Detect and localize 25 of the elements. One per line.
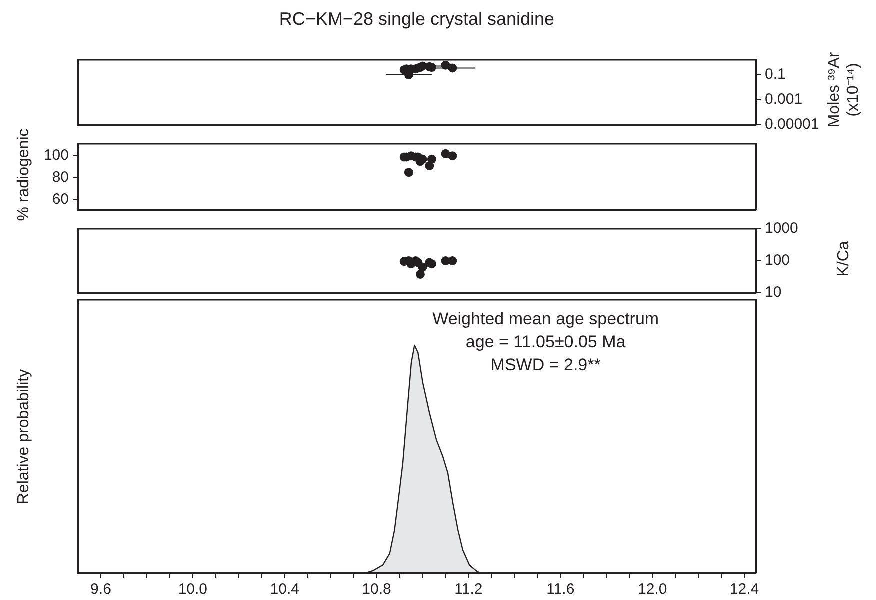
y-axis-title: % radiogenic — [14, 127, 34, 223]
x-tick-label: 12.4 — [730, 581, 760, 598]
chart-title: RC−KM−28 single crystal sanidine — [278, 9, 556, 30]
y-axis-title: Relative probability — [14, 368, 34, 506]
y2-tick-label: 100 — [765, 252, 790, 270]
x-tick-label: 10.0 — [178, 581, 208, 598]
y2-axis-title: Moles ³⁹Ar (x10⁻¹⁴) — [825, 51, 863, 130]
x-tick-label: 12.0 — [638, 581, 668, 598]
y-tick-label: 100 — [44, 147, 69, 164]
annotation: age = 11.05±0.05 Ma — [466, 332, 626, 352]
y2-tick-label: 0.1 — [765, 66, 786, 84]
text: Weighted mean age spectrum — [432, 310, 660, 329]
annotation: MSWD = 2.9** — [490, 356, 602, 375]
y-tick-label: 60 — [52, 191, 69, 208]
x-tick-label: 10.4 — [270, 581, 300, 598]
y2-tick-label: 10 — [765, 284, 782, 302]
y2-tick-label: 0.001 — [765, 91, 803, 108]
y2-tick-label: 1000 — [765, 220, 798, 238]
y2-tick-label: 0.00001 — [765, 116, 820, 134]
y-tick-label: 80 — [52, 169, 69, 186]
x-tick-label: 11.6 — [546, 581, 575, 598]
x-tick-label: 10.8 — [362, 581, 392, 598]
x-tick-label: 11.2 — [454, 581, 483, 598]
y2-axis-title: K/Ca — [834, 240, 854, 278]
x-tick-label: 9.6 — [90, 581, 112, 598]
